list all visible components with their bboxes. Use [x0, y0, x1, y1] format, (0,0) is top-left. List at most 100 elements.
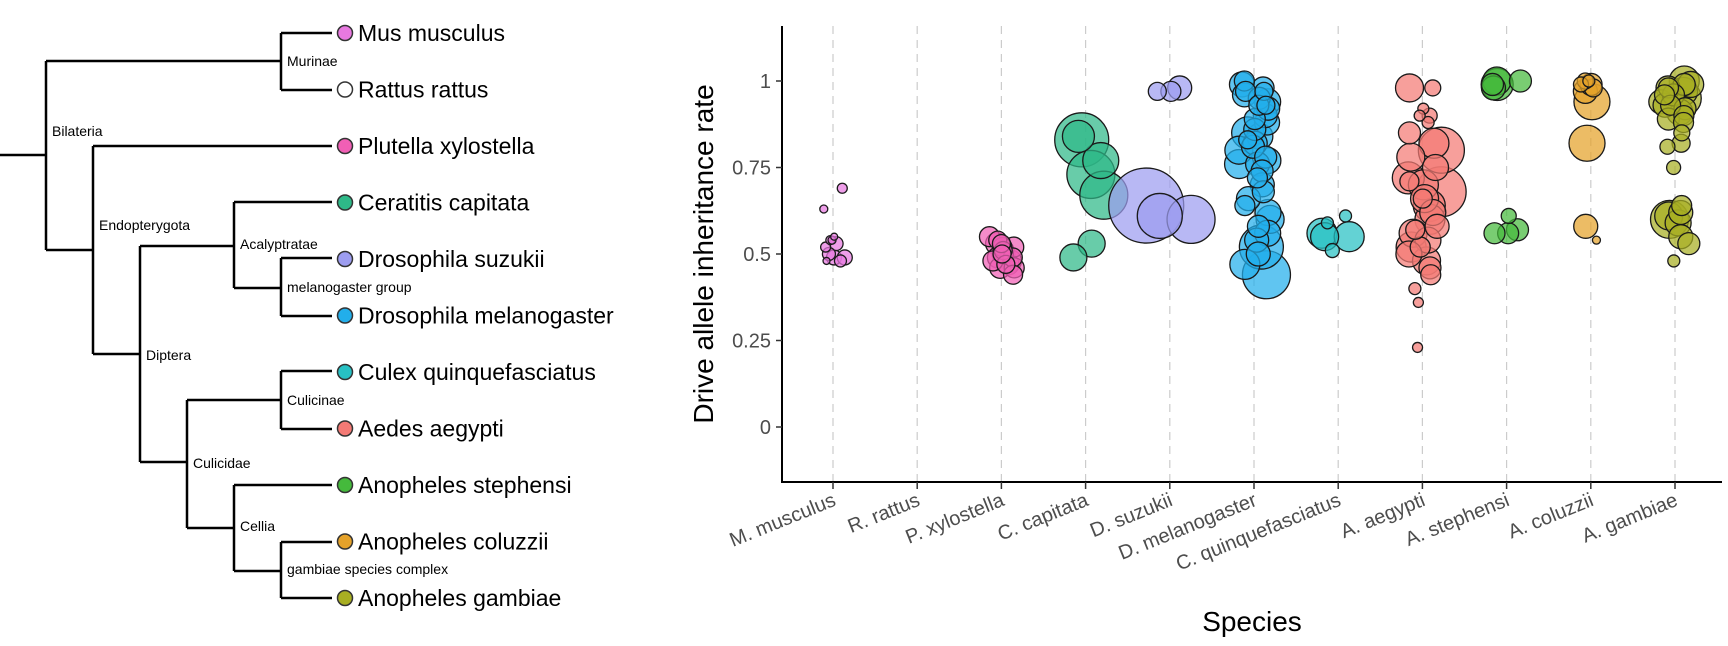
- tree-branch-culicidae: [185, 398, 281, 530]
- clade-label-culicidae: Culicidae: [193, 455, 251, 471]
- data-point: [1324, 242, 1340, 259]
- data-point: [1408, 281, 1422, 296]
- tree-branch-melanogaster-group: [279, 256, 332, 318]
- data-point: [1411, 341, 1424, 354]
- y-tick-label: 0: [760, 417, 771, 439]
- leaf-marker-cul: [336, 363, 354, 381]
- data-point: [1234, 194, 1256, 217]
- data-point: [1256, 95, 1276, 115]
- data-point: [1420, 264, 1442, 286]
- data-point: [1061, 119, 1096, 154]
- y-tick-label: 1: [760, 71, 771, 93]
- leaf-marker-aed: [336, 420, 354, 437]
- data-point: [1396, 142, 1426, 172]
- data-point: [1136, 192, 1183, 240]
- leaf-label-aga: Anopheles gambiae: [358, 585, 561, 611]
- data-point: [1677, 231, 1701, 256]
- leaf-marker-ast: [336, 476, 354, 494]
- leaf-label-dsu: Drosophila suzukii: [358, 246, 545, 272]
- data-point: [1059, 243, 1088, 272]
- data-point: [1147, 81, 1167, 102]
- tree-branch-diptera: [138, 244, 234, 464]
- leaf-marker-plu: [336, 137, 354, 155]
- y-axis-ticks: 0 0.25 0.5 0.75 1: [732, 71, 782, 439]
- x-tick-label: M. musculus: [727, 489, 839, 551]
- x-tick-label: A. gambiae: [1579, 489, 1681, 547]
- data-point: [1424, 213, 1450, 239]
- leaf-marker-dsu: [336, 250, 354, 268]
- leaf-marker-rat: [336, 81, 354, 98]
- data-point: [1480, 72, 1505, 97]
- data-point: [1591, 235, 1602, 245]
- data-point: [822, 256, 831, 266]
- tree-branch-bilateria: [44, 59, 281, 252]
- y-tick-label: 0.25: [732, 331, 771, 353]
- data-point: [1246, 167, 1269, 189]
- data-point: [1568, 124, 1606, 162]
- data-point: [1653, 84, 1676, 106]
- tree-leaf-list: Mus musculus Rattus rattus Plutella xylost…: [336, 20, 614, 611]
- leaf-label-ast: Anopheles stephensi: [358, 472, 572, 498]
- data-point: [1582, 74, 1596, 88]
- data-point: [1399, 171, 1420, 192]
- data-point: [1421, 153, 1450, 182]
- x-tick-label: C. capitata: [995, 489, 1093, 546]
- phylogenetic-tree: Murinae Bilateria Endopterygota Acalyptr…: [0, 20, 614, 611]
- leaf-label-rat: Rattus rattus: [358, 77, 488, 103]
- clade-label-melanogaster-group: melanogaster group: [287, 279, 412, 295]
- data-point: [992, 244, 1012, 264]
- data-point: [819, 204, 829, 214]
- y-axis-title: Drive allele inheritance rate: [688, 84, 719, 423]
- leaf-label-dme: Drosophila melanogaster: [358, 303, 614, 329]
- data-point: [1424, 79, 1442, 97]
- data-point: [1245, 241, 1271, 267]
- leaf-marker-mus: [336, 24, 354, 42]
- tree-branch-acalyptratae: [232, 200, 332, 290]
- data-point: [1659, 138, 1676, 155]
- leaf-label-cul: Culex quinquefasciatus: [358, 359, 596, 385]
- data-point: [1412, 188, 1433, 209]
- leaf-marker-dme: [336, 307, 354, 324]
- y-tick-label: 0.5: [743, 244, 771, 266]
- data-point: [1413, 109, 1426, 122]
- data-point: [830, 232, 839, 241]
- data-point: [1671, 194, 1693, 217]
- data-point: [1573, 213, 1599, 239]
- data-point: [1409, 236, 1431, 258]
- tree-branch-gambiae-complex: [279, 540, 332, 600]
- clade-label-bilateria: Bilateria: [52, 123, 103, 139]
- data-points: [819, 65, 1705, 354]
- y-tick-label: 0.75: [732, 158, 771, 180]
- data-point: [1320, 216, 1335, 230]
- clade-label-endopterygota: Endopterygota: [99, 217, 190, 233]
- leaf-label-cer: Ceratitis capitata: [358, 190, 530, 216]
- x-axis-title: Species: [1202, 606, 1302, 637]
- data-point: [1421, 115, 1435, 130]
- tree-branch-murinae: [279, 31, 332, 92]
- clade-label-diptera: Diptera: [146, 347, 191, 363]
- data-point: [1500, 207, 1517, 225]
- data-point: [1338, 209, 1353, 223]
- leaf-label-mus: Mus musculus: [358, 20, 505, 46]
- leaf-label-aco: Anopheles coluzzii: [358, 529, 549, 555]
- data-point: [1082, 141, 1120, 180]
- data-point: [1508, 69, 1533, 93]
- tree-branch-cellia: [232, 483, 332, 573]
- data-point: [1394, 73, 1425, 103]
- leaf-marker-aco: [336, 533, 354, 550]
- clade-label-culicinae: Culicinae: [287, 392, 345, 408]
- data-point: [833, 254, 848, 268]
- data-point: [1483, 222, 1506, 245]
- clade-label-cellia: Cellia: [240, 518, 275, 534]
- data-point: [1412, 296, 1425, 309]
- data-point: [1405, 219, 1426, 240]
- data-point: [1665, 159, 1682, 176]
- data-point: [1246, 214, 1271, 238]
- leaf-label-plu: Plutella xylostella: [358, 133, 535, 159]
- tree-branch-culicinae: [279, 369, 332, 431]
- leaf-label-aed: Aedes aegypti: [358, 416, 504, 442]
- clade-label-acalyptratae: Acalyptratae: [240, 236, 318, 252]
